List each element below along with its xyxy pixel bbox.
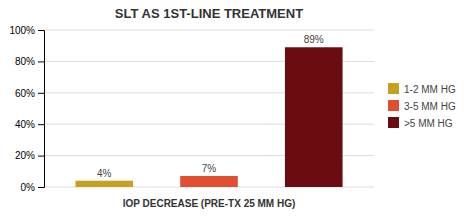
legend-label: 3-5 MM HG xyxy=(404,101,456,112)
y-tick-mark xyxy=(38,156,44,157)
legend-item: 1-2 MM HG xyxy=(388,83,456,95)
legend-label: 1-2 MM HG xyxy=(404,84,456,95)
y-tick-label: 100% xyxy=(9,25,35,36)
legend-swatch xyxy=(388,100,399,111)
bars xyxy=(75,47,342,187)
plot-area: 0% 20% 40% 60% 80% 100% 4% 7% 89% xyxy=(9,25,374,193)
y-tick-label: 60% xyxy=(15,88,35,99)
y-tick: 20% xyxy=(15,150,44,161)
grid-line xyxy=(44,30,374,31)
data-labels: 4% 7% 89% xyxy=(97,34,324,178)
grid xyxy=(44,30,374,187)
y-tick-mark xyxy=(38,124,44,125)
legend-item: 3-5 MM HG xyxy=(388,100,456,112)
bar xyxy=(75,181,133,187)
y-tick: 100% xyxy=(9,25,44,36)
y-tick-mark xyxy=(38,93,44,94)
y-axis-line xyxy=(38,31,45,188)
y-tick: 80% xyxy=(15,56,44,67)
chart-svg: 0% 20% 40% 60% 80% 100% 4% 7% 89% SLT AS 1ST-LINE… xyxy=(0,0,474,217)
y-tick-label: 40% xyxy=(15,119,35,130)
y-tick-mark xyxy=(38,61,44,62)
bar xyxy=(285,47,343,187)
bar xyxy=(180,176,238,187)
y-tick: 60% xyxy=(15,88,44,99)
y-tick-mark xyxy=(38,187,44,188)
legend-label: >5 MM HG xyxy=(404,118,453,129)
legend-swatch xyxy=(388,83,399,94)
y-tick: 40% xyxy=(15,119,44,130)
x-axis-title: IOP DECREASE (PRE-TX 25 MM HG) xyxy=(123,198,296,209)
legend-swatch xyxy=(388,117,399,128)
y-tick-label: 80% xyxy=(15,56,35,67)
y-tick: 0% xyxy=(21,182,44,193)
chart-container: 0% 20% 40% 60% 80% 100% 4% 7% 89% SLT AS 1ST-LINE… xyxy=(0,0,474,217)
y-axis: 0% 20% 40% 60% 80% 100% xyxy=(9,25,44,193)
y-tick-label: 0% xyxy=(21,182,36,193)
legend: 1-2 MM HG 3-5 MM HG >5 MM HG xyxy=(388,83,456,129)
y-tick-mark xyxy=(38,30,44,31)
title: SLT AS 1ST-LINE TREATMENT xyxy=(115,6,303,21)
data-label: 4% xyxy=(97,168,112,179)
data-label: 7% xyxy=(202,163,217,174)
y-tick-label: 20% xyxy=(15,150,35,161)
data-label: 89% xyxy=(304,34,324,45)
legend-item: >5 MM HG xyxy=(388,117,453,129)
